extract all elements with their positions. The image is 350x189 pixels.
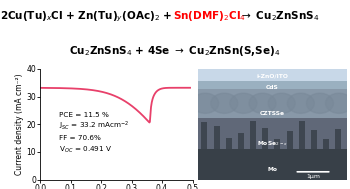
Bar [226,138,232,149]
Circle shape [249,93,276,113]
Bar [287,131,293,149]
Text: PCE = 11.5 %: PCE = 11.5 % [58,112,108,118]
Bar [299,121,305,149]
Text: CZTSSe: CZTSSe [260,111,285,116]
Bar [274,139,280,149]
Bar [202,122,208,149]
Text: i-ZnO/ITO: i-ZnO/ITO [256,73,288,78]
Y-axis label: Current density (mA cm⁻²): Current density (mA cm⁻²) [15,74,23,175]
Circle shape [287,93,314,113]
Text: CdS: CdS [266,85,279,90]
Text: Sn(DMF)$_2$Cl$_4$: Sn(DMF)$_2$Cl$_4$ [173,9,246,23]
Text: $\rightarrow$ Cu$_2$ZnSnS$_4$: $\rightarrow$ Cu$_2$ZnSnS$_4$ [236,9,319,23]
Text: 1μm: 1μm [306,174,320,179]
Bar [198,69,346,81]
Text: Mo: Mo [267,167,277,172]
Circle shape [211,93,238,113]
Circle shape [268,93,295,113]
Bar [311,130,317,149]
Circle shape [192,93,219,113]
Bar [250,121,256,149]
Bar [198,89,346,118]
Bar [262,128,268,149]
Bar [335,129,341,149]
Text: J$_{SC}$ = 33.2 mAcm$^{-2}$: J$_{SC}$ = 33.2 mAcm$^{-2}$ [58,120,129,132]
Bar [198,149,346,180]
Text: FF = 70.6%: FF = 70.6% [58,135,100,141]
Text: 2Cu(Tu)$_x$Cl + Zn(Tu)$_y$(OAc)$_2$ +: 2Cu(Tu)$_x$Cl + Zn(Tu)$_y$(OAc)$_2$ + [0,9,173,23]
Text: Cu$_2$ZnSnS$_4$ + 4Se $\rightarrow$ Cu$_2$ZnSn(S,Se)$_4$: Cu$_2$ZnSnS$_4$ + 4Se $\rightarrow$ Cu$_… [69,44,281,58]
Bar [323,139,329,149]
Bar [198,118,346,149]
Circle shape [306,93,334,113]
Circle shape [230,93,257,113]
Circle shape [326,93,350,113]
Bar [214,125,219,149]
Bar [238,133,244,149]
Bar [198,81,346,89]
Text: MoSe$_{2-x}$: MoSe$_{2-x}$ [257,139,288,147]
Text: V$_{OC}$ = 0.491 V: V$_{OC}$ = 0.491 V [58,144,112,155]
